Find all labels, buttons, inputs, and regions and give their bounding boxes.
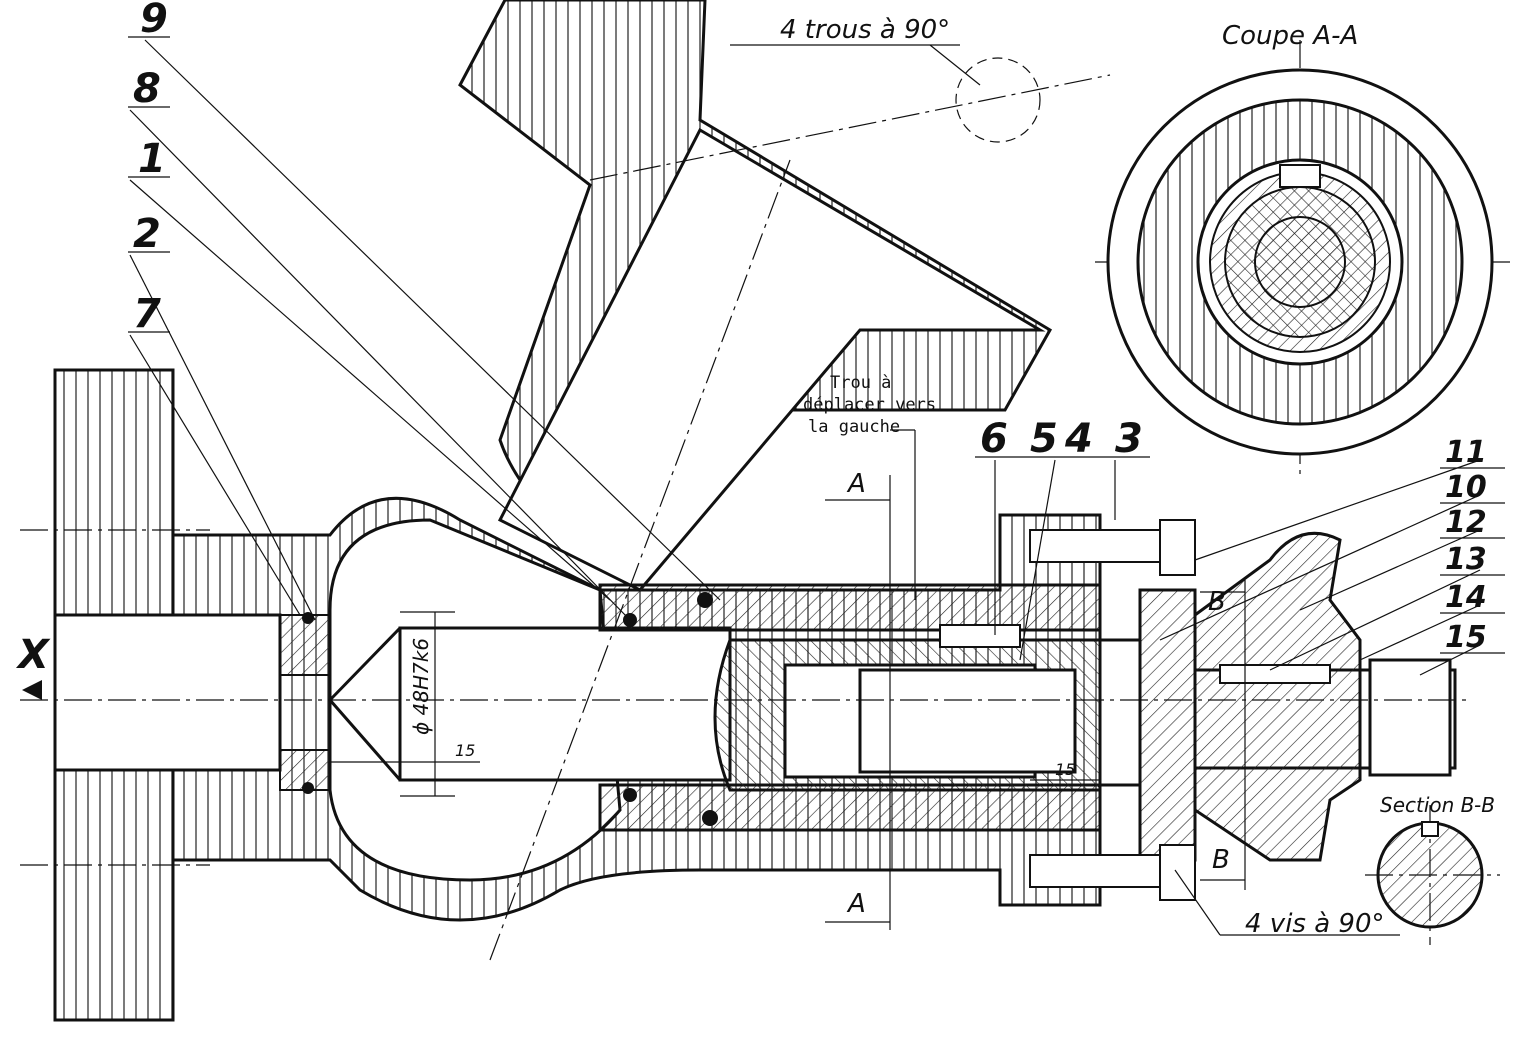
move-note-line-2: déplacer vers [803,395,936,415]
axis-label-x: X [15,632,51,678]
spindle [279,519,1457,901]
label-part-11: 11 [1445,435,1487,470]
label-part-8: 8 [133,66,161,112]
section-mark-a-bottom: A [846,889,866,919]
label-part-1: 1 [138,136,166,182]
part-labels: 9 8 1 2 7 6 5 4 3 11 10 12 13 14 15 X 4 … [15,0,1495,939]
label-part-7: 7 [133,291,161,337]
label-part-2: 2 [133,211,161,257]
dimension-lines [330,475,1246,930]
label-part-14: 14 [1445,580,1487,615]
hole-note: 4 trous à 90° [780,15,950,45]
section-aa-title: Coupe A-A [1222,21,1358,51]
section-bb-title: Section B-B [1380,793,1495,817]
label-part-4: 4 [1064,416,1093,462]
axis-arrow-icon [22,680,42,700]
screw-note: 4 vis à 90° [1245,909,1385,939]
label-part-5: 5 [1030,416,1058,462]
section-mark-a-top: A [846,469,866,499]
section-mark-b-bottom: B [1212,845,1230,875]
move-note-line-3: la gauche [808,417,900,437]
label-part-12: 12 [1445,505,1487,540]
label-part-9: 9 [140,0,168,42]
leader-lines [128,36,1505,936]
move-note-line-1: Trou à [830,373,891,393]
valve-body [53,0,1102,1022]
label-part-13: 13 [1445,542,1487,577]
label-part-3: 3 [1115,416,1143,462]
label-part-10: 10 [1445,470,1487,505]
section-bb-view [1376,821,1484,929]
label-part-15: 15 [1445,620,1487,655]
label-part-6: 6 [980,416,1008,462]
dimension-15-left: 15 [455,741,475,760]
dimension-15-right: 15 [1055,760,1075,779]
fit-dimension: ϕ 48H7k6 [409,638,433,735]
section-mark-b-top: B [1208,587,1226,617]
section-aa-view [1106,68,1494,456]
